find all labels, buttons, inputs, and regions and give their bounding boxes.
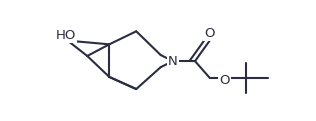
Text: N: N: [168, 55, 178, 68]
Text: O: O: [219, 74, 230, 87]
Text: HO: HO: [55, 29, 76, 42]
Text: O: O: [204, 27, 215, 40]
